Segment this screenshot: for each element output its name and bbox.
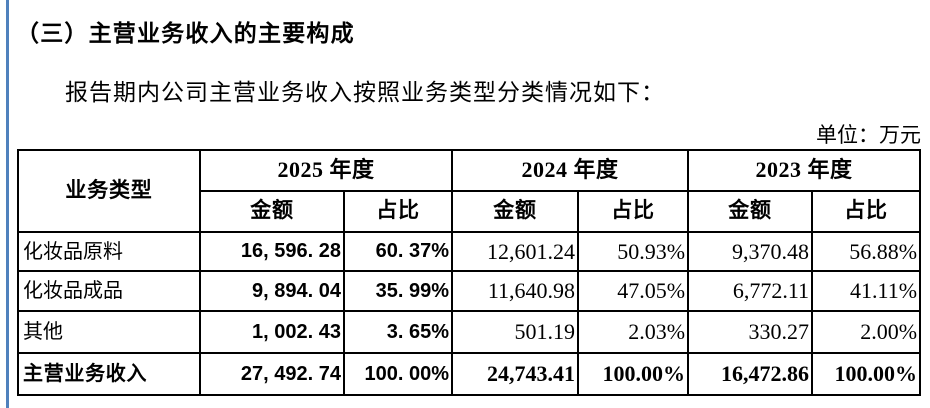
cell-2024-ratio: 100.00% — [577, 352, 690, 396]
header-year-2023: 2023 年度 — [687, 149, 922, 192]
cell-2023-amount: 330.27 — [687, 310, 814, 354]
cell-2024-amount: 12,601.24 — [451, 231, 580, 272]
row-label: 主营业务收入 — [17, 352, 201, 396]
body-paragraph: 报告期内公司主营业务收入按照业务类型分类情况如下： — [65, 80, 665, 105]
cell-2024-amount: 501.19 — [451, 310, 580, 354]
cell-2023-ratio: 100.00% — [811, 352, 922, 396]
cell-2023-ratio: 41.11% — [811, 270, 922, 312]
table-row-finished-products: 化妆品成品 9, 894. 04 35. 99% 11,640.98 47.05… — [17, 270, 922, 312]
header-ratio-2025: 占比 — [342, 190, 454, 233]
cell-2025-amount: 1, 002. 43 — [199, 310, 345, 354]
cell-2025-amount: 9, 894. 04 — [199, 270, 345, 312]
cell-2023-amount: 9,370.48 — [687, 231, 814, 272]
cell-2023-amount: 6,772.11 — [687, 270, 814, 312]
row-label: 化妆品原料 — [17, 231, 201, 272]
table-header-row-years: 业务类型 2025 年度 2024 年度 2023 年度 — [17, 149, 922, 233]
header-business-type: 业务类型 — [17, 149, 201, 233]
table-row-total: 主营业务收入 27, 492. 74 100. 00% 24,743.41 10… — [17, 352, 922, 396]
table-row-other: 其他 1, 002. 43 3. 65% 501.19 2.03% 330.27… — [17, 310, 922, 354]
cell-2023-ratio: 2.00% — [811, 310, 922, 354]
header-amount-2025: 金额 — [199, 190, 345, 233]
cell-2025-ratio: 100. 00% — [342, 352, 454, 396]
cell-2023-ratio: 56.88% — [811, 231, 922, 272]
row-label: 其他 — [17, 310, 201, 354]
header-year-2024: 2024 年度 — [451, 149, 690, 192]
header-ratio-2024: 占比 — [577, 190, 690, 233]
cell-2024-amount: 24,743.41 — [451, 352, 580, 396]
cell-2024-ratio: 50.93% — [577, 231, 690, 272]
header-year-2025: 2025 年度 — [198, 149, 454, 192]
table-row-raw-materials: 化妆品原料 16, 596. 28 60. 37% 12,601.24 50.9… — [17, 231, 922, 272]
cell-2023-amount: 16,472.86 — [687, 352, 814, 396]
row-label: 化妆品成品 — [17, 270, 201, 312]
cell-2025-ratio: 3. 65% — [342, 310, 454, 354]
header-amount-2024: 金额 — [451, 190, 580, 233]
cell-2025-amount: 27, 492. 74 — [199, 352, 345, 396]
cell-2025-ratio: 60. 37% — [342, 231, 454, 272]
section-heading: （三）主营业务收入的主要构成 — [16, 20, 355, 46]
header-ratio-2023: 占比 — [811, 190, 922, 233]
table-header-row-measures: 金额 占比 金额 占比 金额 占比 — [18, 190, 922, 233]
page-edge-accent-line — [6, 0, 9, 408]
cell-2025-amount: 16, 596. 28 — [199, 231, 345, 272]
cell-2024-ratio: 2.03% — [577, 310, 690, 354]
revenue-composition-table: 业务类型 2025 年度 2024 年度 2023 年度 金额 占比 金额 占比… — [17, 149, 922, 396]
cell-2024-ratio: 47.05% — [577, 270, 690, 312]
header-amount-2023: 金额 — [687, 190, 814, 233]
unit-note: 单位：万元 — [816, 123, 921, 147]
cell-2024-amount: 11,640.98 — [451, 270, 580, 312]
cell-2025-ratio: 35. 99% — [342, 270, 454, 312]
